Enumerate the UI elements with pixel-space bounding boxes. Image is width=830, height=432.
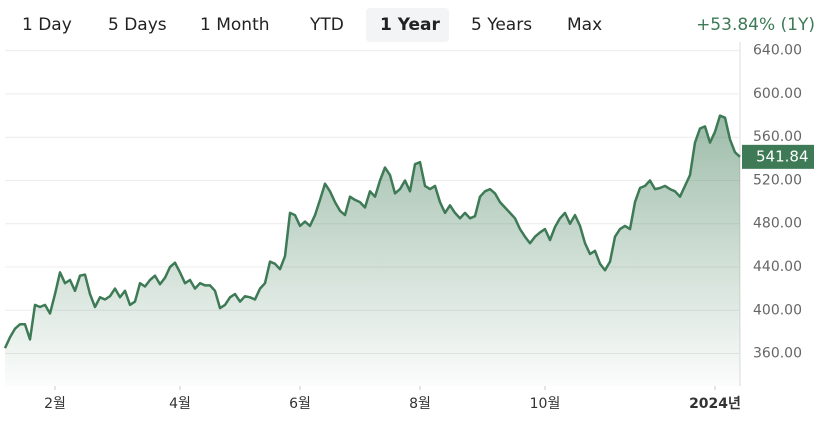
tab[interactable]: 5 Years [471,15,532,35]
x-tick-label: 8월 [409,396,431,412]
y-tick-label: 440.00 [753,259,802,275]
y-tick-label: 640.00 [753,43,802,59]
tab[interactable]: 1 Day [22,15,72,35]
tab[interactable]: 1 Month [200,15,270,35]
tab-highlight [366,8,449,42]
price-tag-label: 541.84 [756,147,809,165]
tab[interactable]: 1 Year [380,15,440,35]
y-tick-label: 560.00 [753,129,802,145]
y-tick-label: 360.00 [753,346,802,362]
y-tick-label: 600.00 [753,86,802,102]
y-tick-label: 480.00 [753,216,802,232]
x-tick-label: 4월 [169,396,191,412]
change-label: +53.84% (1Y) [696,15,815,35]
x-tick-label: 2024년 [689,396,741,412]
x-tick-label: 6월 [289,396,311,412]
tab[interactable]: YTD [309,15,344,35]
area [5,115,740,386]
tab[interactable]: Max [567,15,602,35]
price-line [3,114,741,349]
price-tag [742,144,814,169]
y-tick-label: 520.00 [753,172,802,188]
y-tick-label: 400.00 [753,302,802,318]
tab[interactable]: 5 Days [108,15,167,35]
x-tick-label: 2월 [44,396,66,412]
x-tick-label: 10월 [530,396,561,412]
